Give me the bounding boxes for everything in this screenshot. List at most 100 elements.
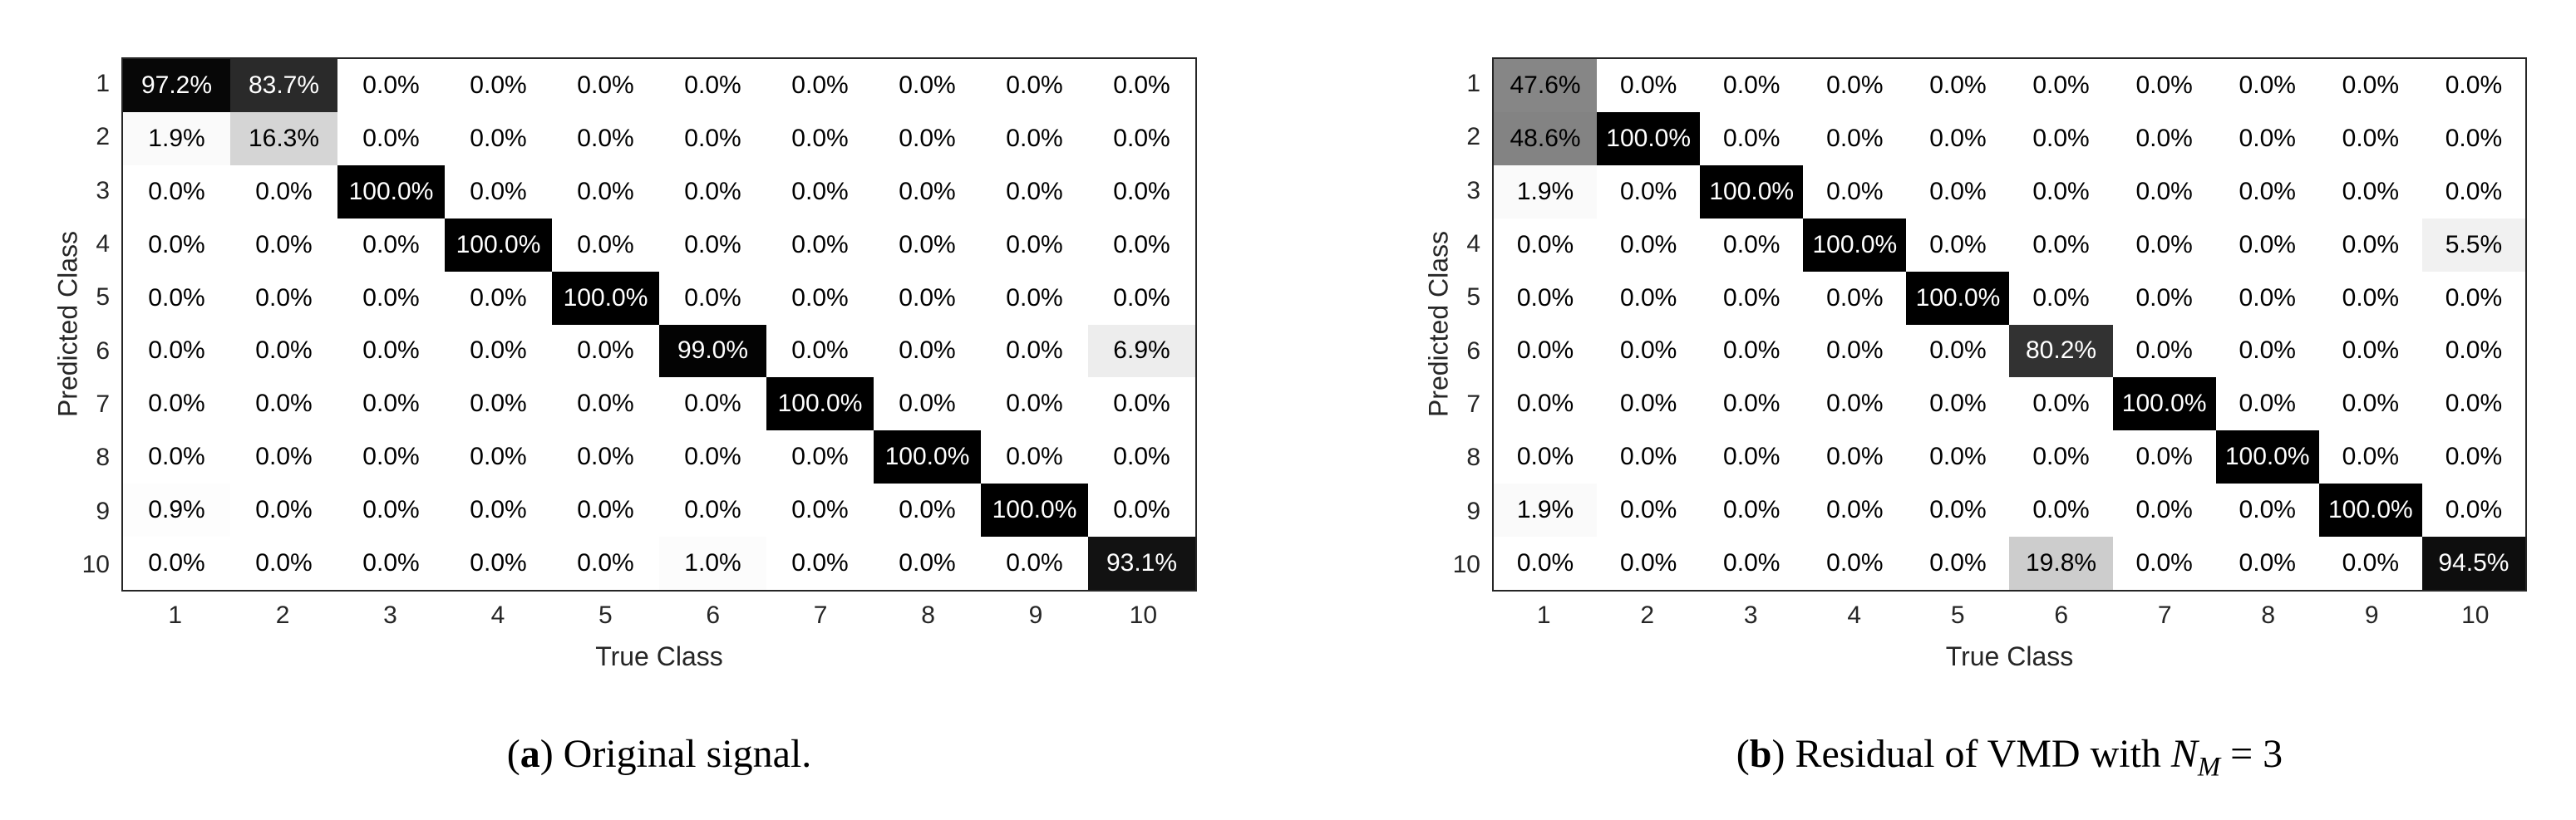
y-tick-label: 5: [1466, 283, 1480, 312]
matrix-cell: 0.0%: [1494, 377, 1598, 431]
matrix-cell: 0.0%: [981, 377, 1088, 431]
y-tick-label: 8: [96, 444, 110, 472]
matrix-cell: 0.0%: [2421, 164, 2525, 219]
matrix-cell: 0.0%: [1088, 111, 1195, 165]
matrix-cell: 0.0%: [230, 484, 337, 538]
matrix-cell: 0.0%: [2215, 484, 2319, 538]
matrix-cell: 0.0%: [1803, 537, 1907, 590]
y-tick-label: 1: [1466, 70, 1480, 98]
matrix-cell: 0.0%: [2421, 324, 2525, 378]
matrix-cell: 0.0%: [1906, 484, 2010, 538]
matrix-cell: 0.0%: [1906, 218, 2010, 272]
matrix-cell: 0.0%: [981, 430, 1088, 484]
matrix-cell: 0.0%: [874, 377, 981, 431]
x-axis-label: True Class: [595, 641, 723, 671]
matrix-cell: 0.0%: [552, 111, 659, 165]
matrix-cell: 0.0%: [123, 218, 230, 272]
matrix-cell: 0.0%: [2009, 377, 2113, 431]
matrix-cell: 0.0%: [445, 537, 552, 590]
matrix-cell: 0.0%: [1700, 111, 1804, 165]
matrix-cell: 0.0%: [230, 271, 337, 325]
y-tick-label: 3: [96, 176, 110, 204]
matrix-cell: 0.0%: [337, 59, 445, 112]
matrix-cell: 93.1%: [1088, 537, 1195, 590]
matrix-cell: 0.0%: [874, 324, 981, 378]
matrix-cell: 0.0%: [766, 537, 874, 590]
y-tick-label: 7: [1466, 390, 1480, 418]
matrix-cell: 100.0%: [2318, 484, 2422, 538]
x-axis-ticks: 1 2 3 4 5 6 7 8 9 10: [121, 601, 1197, 635]
matrix-cell: 0.0%: [2112, 324, 2216, 378]
caption-paren: (: [506, 732, 520, 776]
matrix-cell: 0.0%: [552, 377, 659, 431]
matrix-cell: 0.0%: [981, 271, 1088, 325]
y-tick-label: 9: [1466, 497, 1480, 525]
matrix-cell: 0.0%: [874, 164, 981, 219]
matrix-cell: 0.0%: [874, 271, 981, 325]
matrix-cell: 0.0%: [552, 537, 659, 590]
matrix-cell: 0.0%: [2215, 537, 2319, 590]
matrix-cell: 0.0%: [445, 377, 552, 431]
matrix-cell: 0.0%: [1803, 484, 1907, 538]
y-tick-label: 6: [96, 336, 110, 365]
matrix-cell: 0.0%: [445, 324, 552, 378]
matrix-cell: 0.0%: [230, 430, 337, 484]
matrix-cell: 100.0%: [766, 377, 874, 431]
matrix-cell: 0.0%: [981, 111, 1088, 165]
y-tick-label: 6: [1466, 336, 1480, 365]
matrix-cell: 0.0%: [659, 377, 766, 431]
matrix-cell: 0.0%: [766, 430, 874, 484]
matrix-cell: 80.2%: [2009, 324, 2113, 378]
matrix-cell: 0.0%: [445, 430, 552, 484]
matrix-cell: 0.0%: [2112, 164, 2216, 219]
matrix-cell: 0.0%: [2215, 111, 2319, 165]
matrix-cell: 0.0%: [2112, 484, 2216, 538]
x-tick-label: 4: [490, 601, 505, 629]
matrix-cell: 0.0%: [2215, 164, 2319, 219]
matrix-cell: 0.0%: [1597, 164, 1701, 219]
caption-text: Original signal.: [553, 732, 812, 776]
matrix-cell: 0.0%: [2215, 377, 2319, 431]
matrix-cell: 0.0%: [1906, 59, 2010, 112]
y-tick-label: 2: [1466, 123, 1480, 151]
matrix-cell: 0.0%: [337, 537, 445, 590]
matrix-cell: 0.0%: [1700, 430, 1804, 484]
matrix-cell: 0.0%: [1088, 271, 1195, 325]
matrix-cell: 0.0%: [2318, 377, 2422, 431]
matrix-cell: 0.0%: [2318, 430, 2422, 484]
matrix-cell: 0.0%: [123, 271, 230, 325]
matrix-cell: 100.0%: [981, 484, 1088, 538]
matrix-cell: 0.0%: [2421, 111, 2525, 165]
x-tick-label: 8: [2261, 601, 2276, 629]
matrix-cell: 0.0%: [1088, 430, 1195, 484]
matrix-cell: 0.0%: [1494, 218, 1598, 272]
matrix-cell: 0.0%: [1494, 324, 1598, 378]
matrix-cell: 0.0%: [2112, 537, 2216, 590]
x-tick-label: 10: [1129, 601, 1158, 629]
x-axis-label: True Class: [1945, 641, 2074, 671]
matrix-cell: 0.0%: [230, 218, 337, 272]
matrix-cell: 0.0%: [552, 59, 659, 112]
subfigure-caption-a: (a) Original signal.: [121, 731, 1197, 783]
x-tick-label: 9: [2364, 601, 2379, 629]
y-tick-label: 1: [96, 70, 110, 98]
matrix-cell: 0.0%: [874, 59, 981, 112]
matrix-cell: 0.0%: [1906, 430, 2010, 484]
matrix-cell: 0.0%: [2318, 324, 2422, 378]
matrix-cell: 0.0%: [2112, 111, 2216, 165]
matrix-cell: 100.0%: [1906, 271, 2010, 325]
matrix-cell: 0.0%: [230, 537, 337, 590]
matrix-cell: 100.0%: [552, 271, 659, 325]
matrix-cell: 0.0%: [874, 537, 981, 590]
matrix-cell: 0.0%: [1088, 59, 1195, 112]
matrix-cell: 0.0%: [1700, 324, 1804, 378]
matrix-cell: 0.0%: [552, 218, 659, 272]
matrix-cell: 0.0%: [981, 537, 1088, 590]
matrix-cell: 0.0%: [2421, 59, 2525, 112]
matrix-cell: 100.0%: [445, 218, 552, 272]
matrix-cell: 0.0%: [1906, 111, 2010, 165]
matrix-cell: 0.0%: [1700, 484, 1804, 538]
matrix-cell: 0.0%: [2009, 484, 2113, 538]
y-tick-label: 9: [96, 497, 110, 525]
matrix-cell: 0.0%: [1088, 218, 1195, 272]
